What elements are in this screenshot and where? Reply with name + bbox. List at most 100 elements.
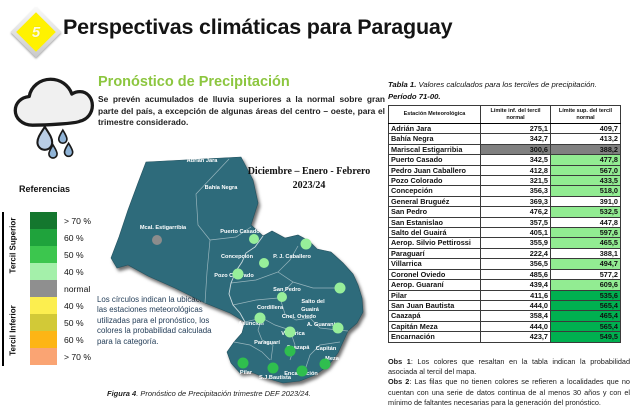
station-name-cell: Pilar — [388, 289, 481, 301]
station-name-cell: Encarnación — [388, 331, 481, 343]
limit-inf-cell: 423,7 — [480, 331, 551, 343]
limit-inf-cell: 405,1 — [480, 227, 551, 239]
limit-sup-cell: 549,5 — [550, 331, 621, 343]
table-period: Período 71-00. — [388, 91, 441, 101]
station-circle — [259, 258, 269, 268]
map-place-label: San Pedro — [273, 287, 301, 293]
table-row: Aerop. Silvio Pettirossi 355,9 465,5 — [388, 237, 621, 249]
observation-note: Obs 2: Las filas que no tienen colores s… — [388, 377, 630, 407]
station-name-cell: Capitán Meza — [388, 320, 481, 333]
table-row: Puerto Casado 342,5 477,8 — [388, 154, 621, 166]
tercil-inferior-label: Tercil Inferior — [8, 305, 18, 356]
limit-sup-cell: 447,8 — [550, 216, 621, 229]
table-row: Aerop. Guaraní 439,4 609,6 — [388, 279, 621, 291]
col-header-station: Estación Meteorológica — [388, 105, 481, 124]
map-note: Los círculos indican la ubicación de las… — [97, 295, 222, 346]
station-name-cell: San Pedro — [388, 206, 481, 218]
station-name-cell: Concepción — [388, 185, 481, 197]
limit-sup-cell: 597,6 — [550, 227, 621, 239]
map-place-label: A. Guaraní — [307, 322, 336, 328]
table-row: San Estanislao 357,5 447,8 — [388, 216, 621, 229]
table-row: San Pedro 476,2 532,5 — [388, 206, 621, 218]
station-circle — [300, 238, 312, 250]
limit-inf-cell: 485,6 — [480, 268, 551, 281]
limit-sup-cell: 477,8 — [550, 154, 621, 166]
limit-inf-cell: 300,6 — [480, 143, 551, 156]
table-row: Pedro Juan Caballero 412,8 567,0 — [388, 164, 621, 177]
station-name-cell: San Estanislao — [388, 216, 481, 229]
legend-title: Referencias — [19, 184, 71, 194]
table-row: Adrián Jara 275,1 409,7 — [388, 122, 621, 135]
legend-item: 50 % — [30, 246, 91, 263]
station-circle — [267, 362, 279, 374]
limit-sup-cell: 565,4 — [550, 320, 621, 333]
tercil-superior-label: Tercil Superior — [8, 217, 18, 274]
station-name-cell: Coronel Oviedo — [388, 268, 481, 281]
figure-caption: Figura 4. Pronóstico de Precipitación tr… — [107, 389, 311, 398]
legend-swatch — [30, 212, 57, 229]
raindrop-icon — [57, 128, 68, 145]
limit-sup-cell: 465,4 — [550, 310, 621, 322]
map-place-label: Salto del — [301, 299, 325, 305]
legend-item: 60 % — [30, 229, 91, 246]
table-row: Encarnación 423,7 549,5 — [388, 331, 621, 343]
period-year: 2023/24 — [292, 179, 326, 191]
station-name-cell: Paraguarí — [388, 247, 481, 260]
raindrop-icon — [48, 143, 58, 159]
limit-sup-cell: 609,6 — [550, 279, 621, 291]
legend-swatch — [30, 331, 57, 348]
limit-sup-cell: 532,5 — [550, 206, 621, 218]
station-name-cell: San Juan Bautista — [388, 299, 481, 312]
limit-sup-cell: 413,2 — [550, 133, 621, 145]
map-place-label: Caazapá — [287, 345, 311, 351]
legend-swatch — [30, 314, 57, 331]
legend-swatch — [30, 348, 57, 365]
station-name-cell: Pedro Juan Caballero — [388, 164, 481, 177]
legend-label: 40 % — [64, 266, 84, 277]
legend-label: 50 % — [64, 317, 84, 328]
table-row: Salto del Guairá 405,1 597,6 — [388, 227, 621, 239]
station-circles — [152, 234, 346, 377]
map-place-label: Pilar — [240, 370, 253, 376]
station-name-cell: Aerop. Silvio Pettirossi — [388, 237, 481, 249]
table-row: San Juan Bautista 444,0 565,4 — [388, 299, 621, 312]
col-header-limit-inf: Límite inf. del tercil normal — [480, 105, 551, 124]
cloud-shape — [13, 77, 94, 127]
table-row: Villarrica 356,5 494,7 — [388, 258, 621, 270]
limit-sup-cell: 535,6 — [550, 289, 621, 301]
station-circle — [296, 365, 308, 377]
legend-label: 60 % — [64, 232, 84, 243]
map-place-label: Mcal. Estigarribia — [140, 225, 187, 231]
legend-item: 60 % — [30, 331, 91, 348]
limit-inf-cell: 476,2 — [480, 206, 551, 218]
limit-inf-cell: 356,5 — [480, 258, 551, 270]
raindrop-icon — [63, 141, 74, 158]
table-row: Bahía Negra 342,7 413,2 — [388, 133, 621, 145]
legend-item: > 70 % — [30, 348, 91, 365]
figure-caption-text: . Pronóstico de Precipitación trimestre … — [136, 389, 311, 398]
limit-inf-cell: 342,5 — [480, 154, 551, 166]
legend-label: 40 % — [64, 300, 84, 311]
table-row: General Bruguéz 369,3 391,0 — [388, 195, 621, 208]
limit-inf-cell: 369,3 — [480, 195, 551, 208]
limit-sup-cell: 433,5 — [550, 175, 621, 187]
map-place-label: Guairá — [301, 307, 320, 313]
limit-sup-cell: 388,2 — [550, 143, 621, 156]
station-name-cell: Aerop. Guaraní — [388, 279, 481, 291]
table-title-text: Valores calculados para los terciles de … — [416, 80, 597, 89]
limit-inf-cell: 342,7 — [480, 133, 551, 145]
station-name-cell: Caazapá — [388, 310, 481, 322]
map-place-label: P. J. Caballero — [273, 254, 311, 260]
badge-number: 5 — [31, 23, 41, 41]
limit-inf-cell: 355,9 — [480, 237, 551, 249]
legend-swatch — [30, 229, 57, 246]
table-row: Concepción 356,3 518,0 — [388, 185, 621, 197]
limit-inf-cell: 358,4 — [480, 310, 551, 322]
legend-label: 60 % — [64, 334, 84, 345]
limit-inf-cell: 222,4 — [480, 247, 551, 260]
limit-inf-cell: 321,5 — [480, 175, 551, 187]
table-number: Tabla 1. — [388, 80, 417, 89]
table-row: Pozo Colorado 321,5 433,5 — [388, 175, 621, 187]
station-name-cell: Mariscal Estigarribia — [388, 143, 481, 156]
